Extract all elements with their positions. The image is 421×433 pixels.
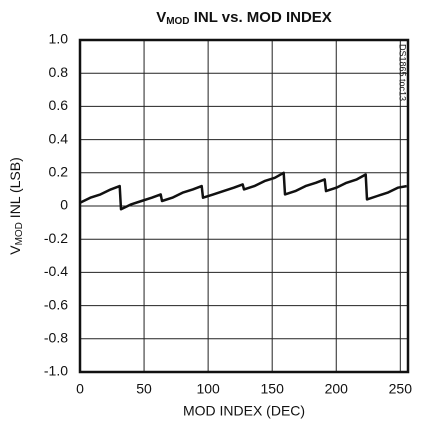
- figure-note: DS1865 toc13: [398, 44, 408, 101]
- y-tick-label: 0.8: [49, 64, 69, 80]
- y-label-sub: MOD: [14, 222, 25, 245]
- x-tick-label: 250: [389, 381, 413, 397]
- y-tick-label: -1.0: [44, 363, 68, 379]
- x-tick-label: 200: [325, 381, 349, 397]
- y-tick-label: -0.6: [44, 296, 68, 312]
- x-tick-label: 100: [196, 381, 220, 397]
- y-axis-label: VMOD INL (LSB): [7, 157, 25, 255]
- title-sub: MOD: [166, 16, 189, 27]
- plot-frame: [78, 38, 410, 374]
- data-line: [79, 171, 407, 211]
- y-tick-label: 0.4: [49, 130, 69, 146]
- x-axis-label: MOD INDEX (DEC): [183, 403, 305, 419]
- y-tick-label: 0.6: [49, 97, 69, 113]
- y-tick-label: 0.2: [49, 164, 69, 180]
- y-label-part: INL (LSB): [7, 157, 23, 222]
- y-tick-label: -0.2: [44, 230, 68, 246]
- chart-title: VMOD INL vs. MOD INDEX: [156, 9, 332, 27]
- x-tick-label: 150: [261, 381, 285, 397]
- y-tick-label: -0.4: [44, 263, 68, 279]
- x-tick-label: 50: [136, 381, 152, 397]
- title-part: INL vs. MOD INDEX: [190, 9, 332, 26]
- y-label-part: V: [7, 245, 23, 255]
- y-tick-label: 1.0: [49, 31, 69, 47]
- y-tick-label: -0.8: [44, 330, 68, 346]
- x-tick-label: 0: [76, 381, 84, 397]
- y-tick-label: 0: [60, 197, 68, 213]
- title-part: V: [156, 9, 166, 26]
